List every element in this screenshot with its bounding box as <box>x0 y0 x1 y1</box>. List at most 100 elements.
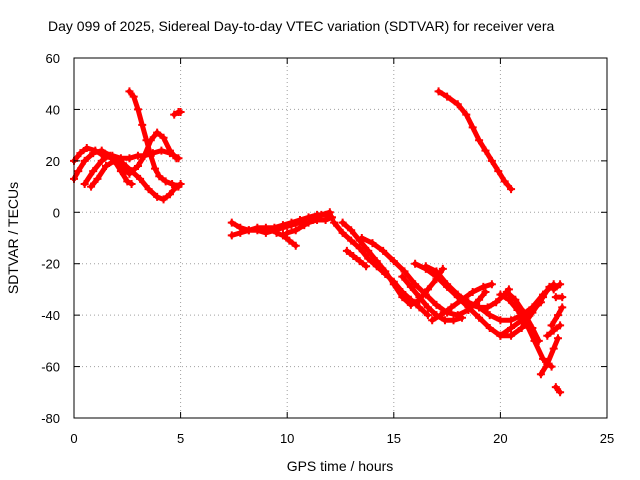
y-axis-ticks: -80 -60 -40 -20 0 20 40 60 <box>41 51 607 426</box>
data-point <box>362 262 371 271</box>
data-point <box>125 87 134 96</box>
data-point <box>449 316 458 325</box>
data-point <box>161 177 170 186</box>
data-point <box>528 324 537 332</box>
data-point <box>159 195 168 204</box>
series-line <box>274 230 299 249</box>
data-point <box>549 326 558 335</box>
data-point <box>539 290 548 299</box>
data-point <box>438 264 447 273</box>
data-point <box>227 218 236 227</box>
data-point <box>159 133 168 142</box>
data-point <box>136 174 145 183</box>
data-point <box>151 164 160 173</box>
data-point <box>272 228 281 237</box>
data-point <box>536 298 545 307</box>
data-point <box>127 167 136 176</box>
data-point <box>144 185 153 194</box>
data-point <box>261 223 270 232</box>
data-point <box>462 110 471 119</box>
series-trace-23 <box>536 334 562 379</box>
series-line <box>82 153 135 187</box>
data-point <box>317 210 326 219</box>
data-point <box>517 316 526 325</box>
data-point <box>434 87 443 96</box>
data-point <box>440 316 449 325</box>
data-point <box>415 293 424 302</box>
data-point <box>453 100 462 109</box>
data-point <box>153 192 162 201</box>
data-point <box>556 280 565 289</box>
data-point <box>308 216 317 224</box>
data-point <box>411 259 420 268</box>
data-point <box>494 167 503 176</box>
series-trace-28 <box>551 383 565 397</box>
data-point <box>142 136 151 145</box>
data-point <box>116 167 125 176</box>
data-point <box>485 324 494 332</box>
data-point <box>423 285 432 294</box>
chart-title: Day 099 of 2025, Sidereal Day-to-day VTE… <box>48 18 554 34</box>
data-point <box>458 295 467 304</box>
data-point <box>475 303 484 312</box>
data-point <box>347 236 356 245</box>
data-point <box>553 334 562 343</box>
data-point <box>76 149 85 158</box>
data-point <box>492 298 501 307</box>
data-point <box>528 306 537 314</box>
data-point <box>89 167 98 176</box>
data-point <box>558 293 567 302</box>
data-point <box>295 216 304 224</box>
data-point <box>479 282 488 291</box>
data-point <box>549 285 558 294</box>
data-point <box>355 244 364 253</box>
data-point <box>327 213 336 222</box>
data-point <box>364 246 373 255</box>
data-point <box>481 288 490 296</box>
data-point <box>443 280 452 289</box>
data-point <box>423 311 432 320</box>
data-point <box>485 311 494 320</box>
x-tick-label: 10 <box>280 431 294 446</box>
data-point <box>101 162 110 170</box>
data-point <box>244 226 253 235</box>
series-trace-13 <box>342 246 371 271</box>
data-point <box>475 313 484 322</box>
series-trace-21 <box>502 288 543 345</box>
data-point <box>381 267 390 276</box>
data-point <box>325 208 334 217</box>
y-tick-label: 40 <box>46 102 60 117</box>
data-point <box>80 180 89 188</box>
data-point <box>153 128 162 137</box>
data-point <box>411 280 420 289</box>
data-point <box>543 331 552 340</box>
data-point <box>291 226 300 235</box>
series-trace-26 <box>551 293 567 302</box>
series-trace-2 <box>70 144 183 165</box>
data-point <box>549 344 558 353</box>
data-point <box>436 311 445 320</box>
data-point <box>487 156 496 165</box>
data-point <box>174 182 183 191</box>
x-tick-label: 25 <box>600 431 614 446</box>
data-point <box>428 316 437 325</box>
data-point <box>227 231 236 240</box>
data-point <box>379 246 388 255</box>
data-point <box>421 290 430 299</box>
series-line <box>344 248 369 269</box>
data-point <box>553 311 562 320</box>
data-point <box>146 151 155 160</box>
y-tick-label: -80 <box>41 411 60 426</box>
data-point <box>507 331 516 340</box>
series-trace-6 <box>170 108 185 119</box>
data-point <box>125 154 134 163</box>
data-point <box>82 144 91 152</box>
data-point <box>74 167 83 176</box>
data-point <box>547 321 556 330</box>
x-tick-label: 20 <box>493 431 507 446</box>
data-point <box>406 300 415 309</box>
data-point <box>507 324 516 332</box>
data-point <box>342 246 351 255</box>
x-tick-label: 15 <box>387 431 401 446</box>
